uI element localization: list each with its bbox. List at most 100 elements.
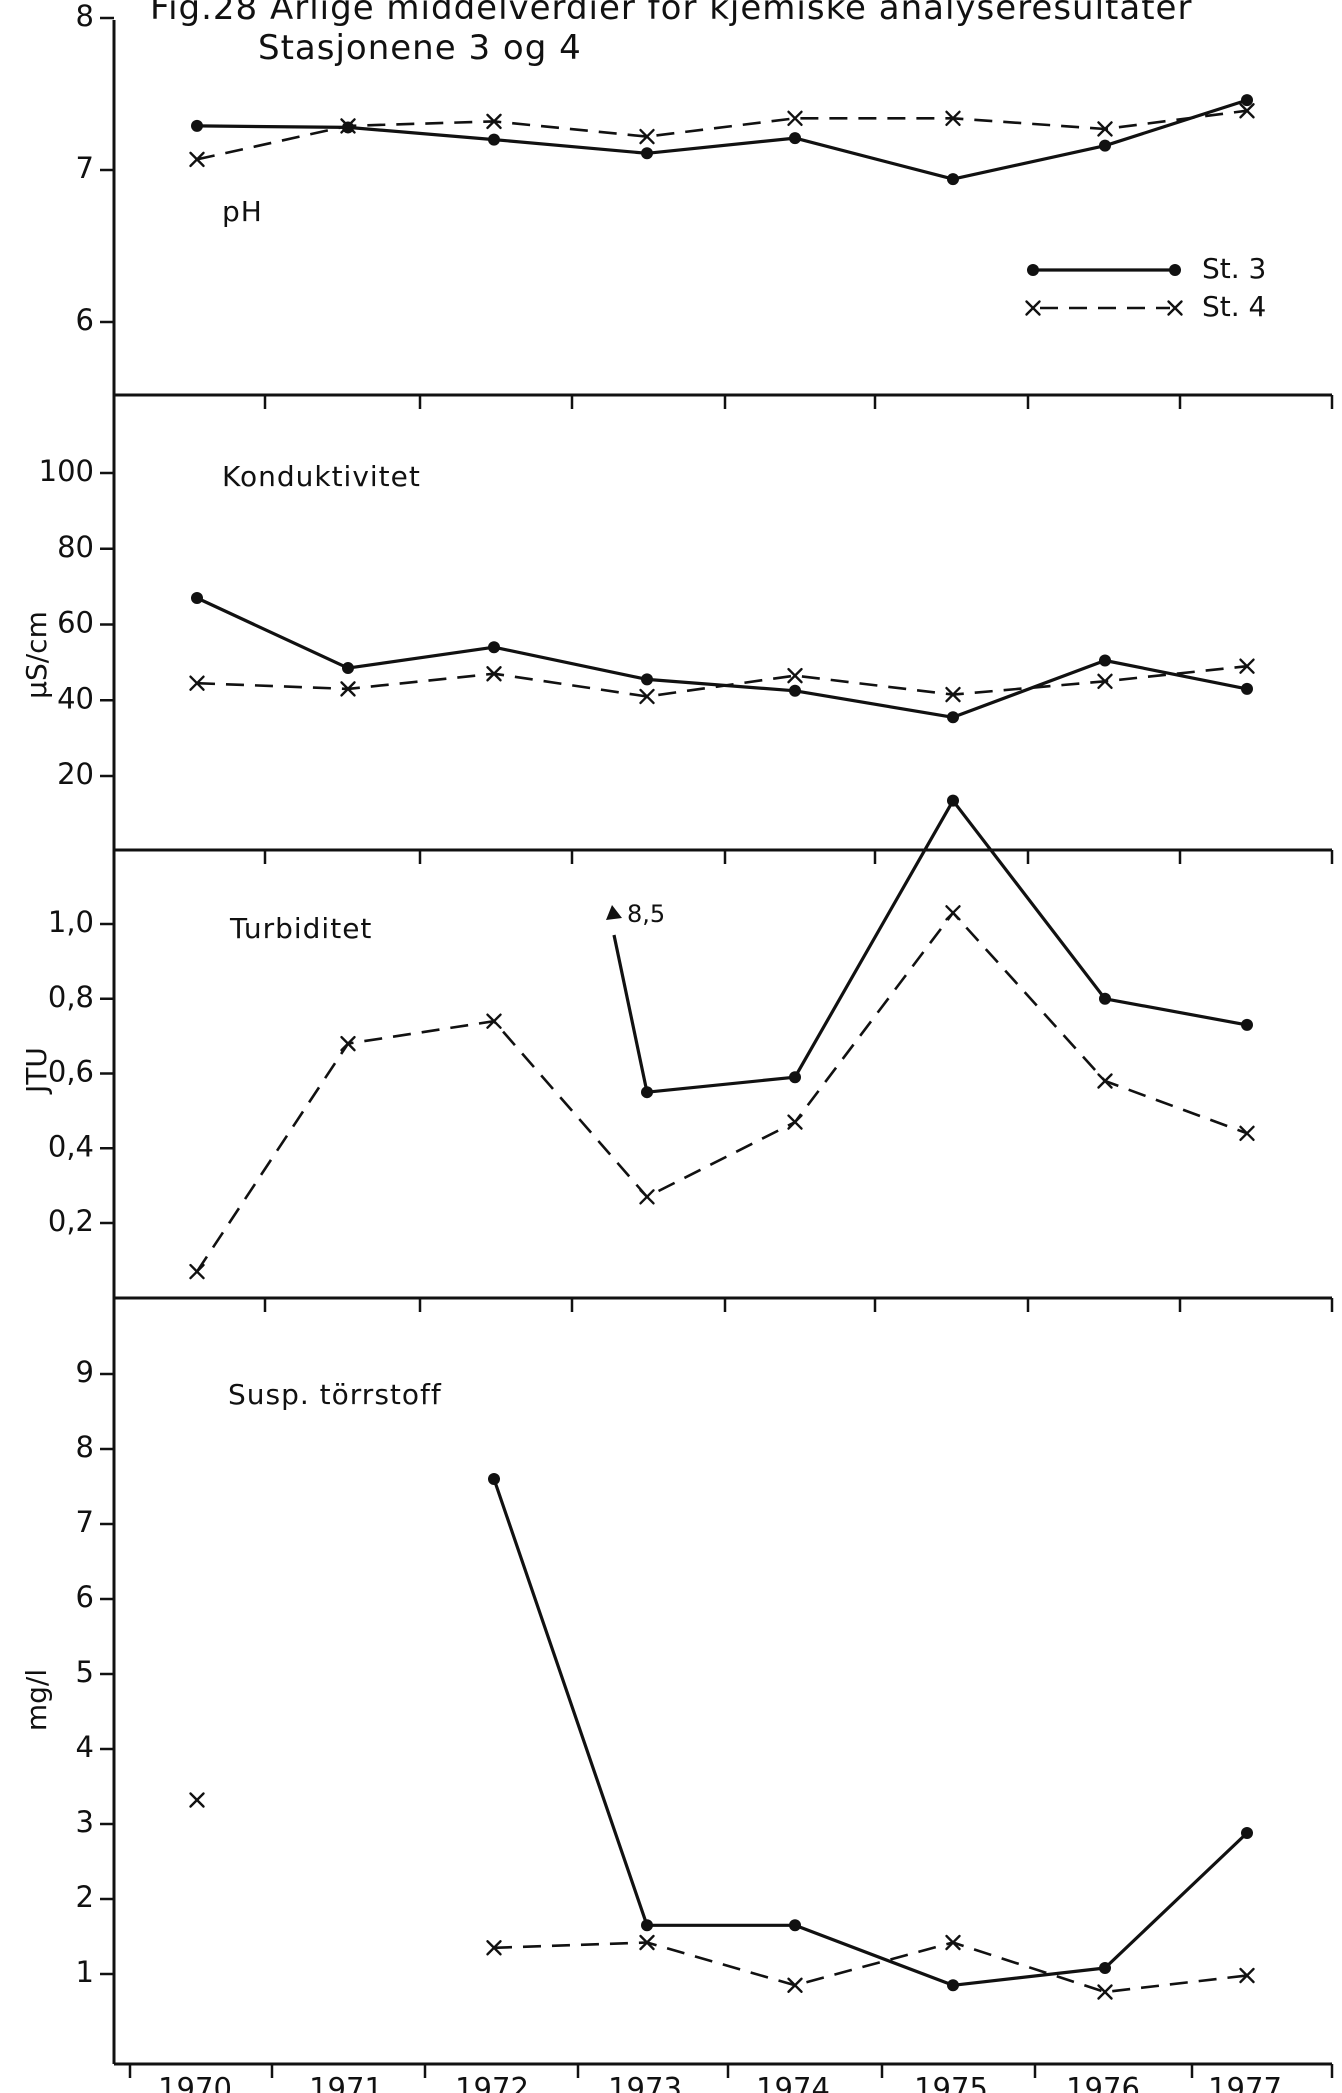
data-point-st4 <box>787 110 803 127</box>
data-point-st4 <box>189 151 205 168</box>
data-point-st3 <box>1241 682 1253 695</box>
data-point-st4 <box>1097 673 1113 690</box>
panel-label: Turbiditet <box>229 912 372 945</box>
data-point-st3 <box>1241 1827 1253 1839</box>
data-point-st4 <box>639 1189 655 1205</box>
data-point-st3 <box>1099 654 1111 667</box>
y-tick-label: 6 <box>76 1580 94 1614</box>
data-point-st3 <box>641 1919 653 1932</box>
data-point-st4 <box>787 1977 803 1993</box>
data-point-st4 <box>486 1013 502 1029</box>
data-point-st3 <box>789 1071 801 1084</box>
panel-label: Susp. törrstoff <box>228 1378 442 1411</box>
data-point-st3 <box>1241 1018 1253 1031</box>
data-point-st3 <box>488 133 500 146</box>
y-tick-label: 40 <box>57 681 94 715</box>
data-point-st4 <box>1239 658 1255 674</box>
data-point-st4 <box>639 1934 655 1951</box>
annotation-arrowhead <box>606 905 622 920</box>
y-tick-label: 8 <box>76 0 94 33</box>
data-point-st3 <box>947 711 959 724</box>
y-tick-label: 1,0 <box>48 905 94 939</box>
data-point-st4 <box>486 113 502 130</box>
data-point-st3 <box>1099 1962 1111 1974</box>
series-line-st3 <box>196 596 1248 719</box>
panel-label: Konduktivitet <box>222 460 421 493</box>
series-line-st4 <box>195 911 1248 1273</box>
y-tick-label: 60 <box>57 606 94 640</box>
y-tick-label: 0,4 <box>48 1129 94 1163</box>
annotation-label: 8,5 <box>627 900 665 928</box>
data-point-st4 <box>340 681 356 697</box>
data-point-st4 <box>1097 121 1113 137</box>
data-point-st4 <box>1097 1984 1113 2000</box>
data-point-st4 <box>486 666 502 682</box>
data-point-st4 <box>340 118 356 134</box>
data-point-st3 <box>947 794 959 807</box>
legend-label-st3: St. 3 <box>1202 252 1266 285</box>
y-tick-label: 0,6 <box>48 1055 94 1089</box>
data-point-st4 <box>189 1263 205 1280</box>
data-point-st3 <box>641 673 653 686</box>
y-tick-label: 3 <box>76 1805 94 1839</box>
data-point-st4 <box>945 110 961 127</box>
data-point-st4 <box>486 1940 502 1956</box>
y-tick-label: 1 <box>76 1955 94 1989</box>
data-point-st4 <box>945 905 961 921</box>
y-tick-label: 100 <box>39 454 94 488</box>
y-tick-label: 5 <box>76 1655 94 1689</box>
y-tick-label: 9 <box>76 1355 94 1389</box>
x-tick-label: 1974 <box>756 2072 830 2093</box>
data-point-st3 <box>789 132 801 145</box>
series-line-st4 <box>196 664 1248 698</box>
data-point-st3 <box>789 1919 801 1932</box>
data-point-st3 <box>488 641 500 654</box>
data-point-st4 <box>1097 1073 1113 1089</box>
data-point-st3 <box>191 591 203 604</box>
x-tick-label: 1970 <box>158 2072 232 2093</box>
figure-subtitle: Stasjonene 3 og 4 <box>258 28 582 68</box>
data-point-st4 <box>189 1792 205 1808</box>
legend-marker-st3 <box>1169 264 1181 276</box>
y-tick-label: 7 <box>76 151 94 185</box>
legend-marker-st4 <box>1167 300 1183 316</box>
data-point-st4 <box>787 1114 803 1130</box>
y-tick-label: 6 <box>76 303 94 337</box>
data-point-st3 <box>1099 992 1111 1005</box>
x-tick-label: 1972 <box>455 2072 529 2093</box>
data-point-st3 <box>1241 94 1253 107</box>
x-tick-label: 1977 <box>1208 2072 1282 2093</box>
data-point-st3 <box>947 1979 959 1992</box>
data-point-st4 <box>787 667 803 684</box>
data-point-st4 <box>1239 1967 1255 1984</box>
data-point-st4 <box>1239 1125 1255 1142</box>
y-tick-label: 8 <box>76 1430 94 1464</box>
data-point-st3 <box>488 1473 500 1485</box>
y-tick-label: 4 <box>76 1730 94 1764</box>
data-point-st3 <box>789 684 801 697</box>
legend-label-st4: St. 4 <box>1202 290 1266 323</box>
data-point-st3 <box>641 147 653 160</box>
data-point-st4 <box>945 1934 961 1951</box>
data-point-st3 <box>342 662 354 675</box>
data-point-st4 <box>945 686 961 703</box>
data-point-st3 <box>191 119 203 132</box>
y-tick-label: 0,8 <box>48 980 94 1014</box>
legend-marker-st3 <box>1027 264 1039 276</box>
data-point-st4 <box>189 675 205 691</box>
x-tick-label: 1975 <box>914 2072 988 2093</box>
legend-marker-st4 <box>1025 300 1041 316</box>
figure-title: Fig.28 Årlige middelverdier for kjemiske… <box>150 0 1193 28</box>
data-point-st4 <box>639 128 655 145</box>
series-line-st4 <box>493 1941 1248 1994</box>
x-tick-label: 1976 <box>1066 2072 1140 2093</box>
y-tick-label: 2 <box>76 1880 94 1914</box>
y-tick-label: 7 <box>76 1505 94 1539</box>
y-tick-label: 0,2 <box>48 1204 94 1238</box>
y-axis-label: mg/l <box>20 1669 53 1731</box>
series-line-st3 <box>196 98 1248 181</box>
data-point-st3 <box>947 173 959 186</box>
y-tick-label: 80 <box>57 530 94 564</box>
data-point-st3 <box>1099 139 1111 152</box>
